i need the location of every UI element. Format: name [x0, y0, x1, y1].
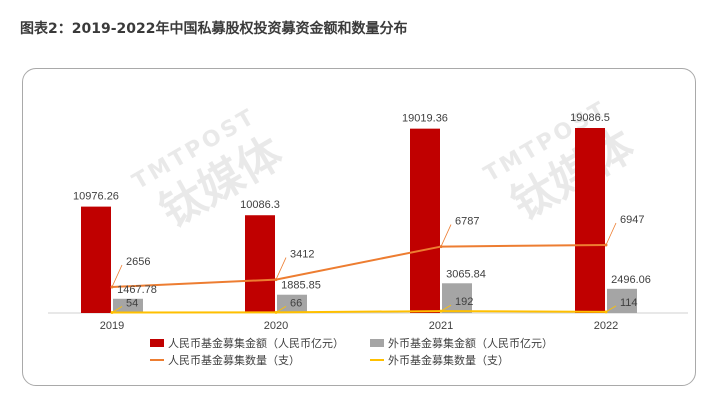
- bar-layer: [81, 128, 637, 313]
- x-tick-label: 2022: [594, 320, 618, 332]
- watermark: TMTPOST 钛媒体: [480, 97, 643, 231]
- bar: [245, 215, 275, 313]
- x-tick-label: 2020: [264, 320, 288, 332]
- data-label: 54: [126, 297, 138, 309]
- series-line: [111, 244, 607, 289]
- data-label: 2656: [126, 256, 150, 268]
- x-tick-label: 2021: [429, 320, 453, 332]
- bar: [113, 298, 143, 313]
- label-leader: [275, 257, 287, 280]
- bar: [81, 206, 111, 313]
- data-label: 10086.3: [240, 199, 280, 211]
- x-tick-label: 2019: [100, 320, 124, 332]
- data-label: 19086.5: [570, 112, 610, 124]
- label-leader: [111, 306, 123, 313]
- bar: [607, 288, 637, 313]
- data-label: 6787: [455, 216, 479, 228]
- x-tick-layer: 2019 2020 2021 2022: [100, 320, 618, 332]
- legend-swatch: [370, 339, 384, 347]
- legend-label: 人民币基金募集数量（支）: [168, 353, 300, 367]
- label-leader: [440, 224, 452, 247]
- data-label: 2496.06: [611, 274, 651, 286]
- legend-label: 外币基金募集数量（支）: [388, 353, 509, 367]
- line-layer: [110, 222, 617, 314]
- label-leader: [275, 306, 287, 313]
- series-line: [111, 310, 607, 314]
- legend-label: 人民币基金募集金额（人民币亿元）: [168, 336, 344, 350]
- data-label: 3065.84: [446, 268, 486, 280]
- data-label: 19019.36: [402, 113, 448, 125]
- legend-label: 外币基金募集金额（人民币亿元）: [388, 336, 553, 350]
- data-label: 192: [455, 296, 473, 308]
- label-leader: [605, 305, 617, 313]
- data-label: 1467.78: [117, 284, 157, 296]
- label-leader: [605, 222, 617, 246]
- bar: [277, 294, 307, 313]
- page-title: 图表2：2019-2022年中国私募股权投资募资金额和数量分布: [20, 21, 408, 37]
- data-label: 3412: [290, 249, 314, 261]
- data-label: 10976.26: [73, 191, 119, 203]
- label-leader: [440, 304, 452, 312]
- legend-swatch: [150, 339, 164, 347]
- legend: 人民币基金募集金额（人民币亿元） 外币基金募集金额（人民币亿元） 人民币基金募集数量…: [150, 336, 553, 367]
- label-leader: [111, 264, 123, 288]
- bar: [575, 128, 605, 313]
- bar: [410, 128, 440, 313]
- data-label: 1885.85: [281, 280, 321, 292]
- data-label: 6947: [620, 214, 644, 226]
- label-layer: 10976.26 10086.3 19019.36 19086.5 1467.78 188…: [73, 112, 651, 309]
- data-label: 66: [290, 297, 302, 309]
- bar: [442, 283, 472, 313]
- data-label: 114: [620, 297, 638, 309]
